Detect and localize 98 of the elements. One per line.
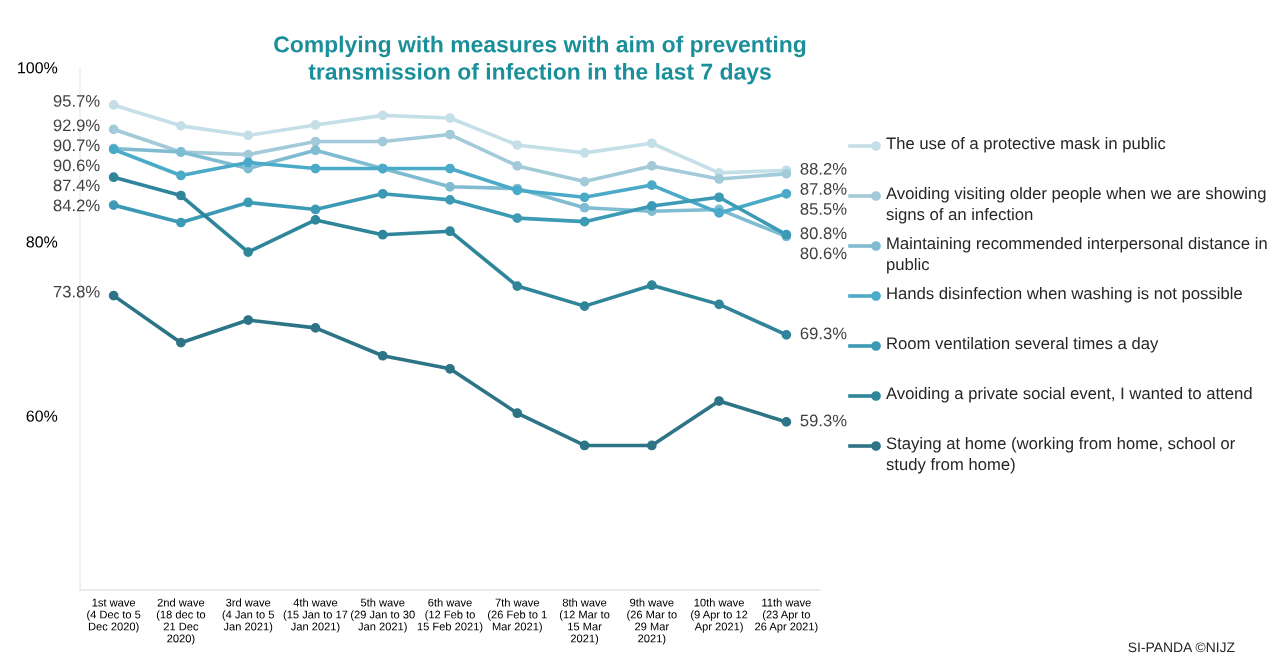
point [579,216,590,227]
data-label: 84.2% [53,199,100,212]
point [714,299,724,310]
x-tick-label: 3rd wave (4 Jan to 5 Jan 2021) [222,598,274,633]
data-label: 80.6% [800,247,847,260]
data-label: 87.8% [800,182,847,195]
x-tick-label: 6th wave (12 Feb to 15 Feb 2021) [417,598,483,633]
data-label: 90.7% [53,139,100,152]
point [243,247,254,257]
point [310,323,321,333]
point [714,208,724,218]
y-tick-label: 100% [18,62,58,74]
point [445,195,455,205]
x-tick-label: 1st wave (4 Dec to 5 Dec 2020) [87,598,141,633]
data-label: 59.3% [800,414,847,427]
point [646,138,657,149]
legend-label: Staying at home (working from home, school or study from home) [886,437,1235,474]
chart-title: Complying with measures with aim of preventing transmission of infection in the last 7 days [274,35,806,85]
point [646,440,657,451]
data-label: 90.6% [53,159,100,172]
text: SI-PANDA ©NIJZ [1128,642,1235,653]
data-label: 95.7% [53,95,100,107]
point [579,301,590,311]
point [579,202,590,213]
data-label: 73.8% [53,285,100,298]
point [512,213,523,224]
point [646,161,657,171]
legend-label: Room ventilation several times a day [887,337,1159,353]
data-label: 85.5% [800,202,847,215]
point [579,147,590,158]
point [714,396,724,406]
x-tick-label: 10th wave (9 Apr to 12 Apr 2021) [691,598,748,633]
data-label: 92.9% [53,119,100,132]
point [243,157,254,168]
point [243,315,254,325]
x-tick-label: 2nd wave (18 dec to 21 Dec 2020) [156,598,206,645]
x-tick-label: 5th wave (29 Jan to 30 Jan 2021) [350,598,415,633]
point [512,161,523,171]
y-tick-label: 80% [26,236,58,248]
point [108,200,119,210]
point [310,136,321,147]
point [176,217,186,228]
point [646,201,657,211]
point [781,188,792,199]
x-tick-label: 7th wave (26 Feb to 1 Mar 2021) [488,598,547,633]
point [243,130,254,141]
point [445,226,455,237]
point [646,280,657,291]
point [714,192,724,203]
point [108,290,119,301]
point [176,190,186,201]
point [310,120,321,130]
data-label: 80.8% [800,227,847,240]
y-tick-label: 60% [26,410,58,422]
point [310,163,321,174]
point [445,363,455,374]
point [377,229,388,240]
point [310,204,321,215]
point [714,174,724,184]
data-label: 88.2% [800,162,847,175]
x-tick-label: 8th wave (12 Mar to 15 Mar 2021) [559,598,610,645]
x-tick-label: 9th wave (26 Mar to 29 Mar 2021) [627,598,677,645]
point [579,176,590,187]
point [377,110,388,121]
data-label: 69.3% [800,327,847,340]
point [512,408,523,419]
data-label: 87.4% [53,179,100,192]
point [176,170,186,181]
point [646,180,657,190]
point [243,149,254,160]
point [377,350,388,361]
point [310,145,321,156]
point [579,192,590,203]
point [445,163,455,174]
point [445,181,455,192]
point [108,172,119,183]
point [377,188,388,199]
point [512,281,523,291]
legend-label: Maintaining recommended interpersonal distance in public [887,237,1267,274]
point [108,100,119,110]
point [781,417,792,427]
legend-label: Avoiding a private social event, I wanted to attend [886,387,1252,403]
point [176,337,186,348]
point [579,440,590,451]
point [176,120,186,131]
x-tick-label: 11th wave (23 Apr to 26 Apr 2021) [755,598,818,633]
legend-label: Hands disinfection when washing is not possible [887,287,1242,303]
legend-label: Avoiding visiting older people when we are showing signs of an infection [886,187,1266,224]
legend-label: The use of a protective mask in public [886,137,1166,153]
point [445,129,455,140]
point [108,124,119,135]
point [445,113,455,123]
point [377,136,388,147]
point [243,197,254,208]
x-tick-label: 4th wave (15 Jan to 17 Jan 2021) [283,598,348,633]
point [512,140,523,150]
point [781,329,792,340]
point [310,215,321,225]
